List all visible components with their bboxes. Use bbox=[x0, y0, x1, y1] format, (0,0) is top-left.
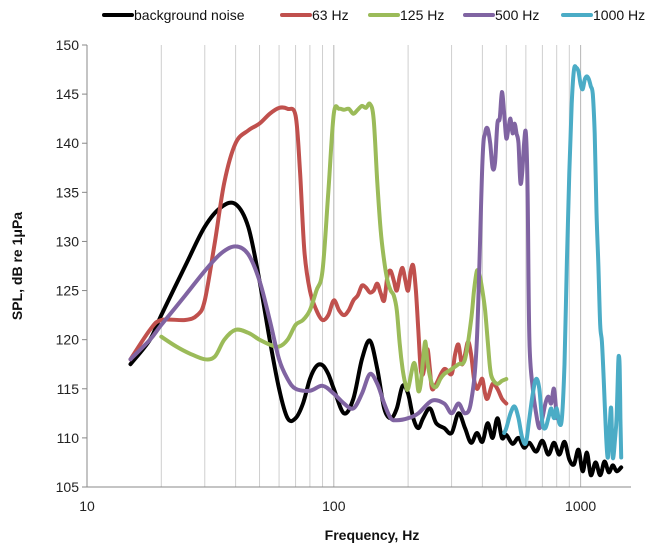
series-line-125-hz bbox=[159, 101, 509, 394]
y-tick-label: 145 bbox=[56, 86, 80, 102]
legend-label: 500 Hz bbox=[495, 7, 539, 23]
y-tick-label: 110 bbox=[57, 430, 80, 446]
y-tick-label: 115 bbox=[57, 381, 80, 397]
y-tick-label: 150 bbox=[56, 37, 80, 53]
y-tick-label: 135 bbox=[56, 184, 80, 200]
series-line-1000-hz bbox=[502, 64, 624, 461]
series-line-63-hz bbox=[128, 105, 509, 406]
series-line-500-hz bbox=[128, 90, 559, 431]
gridlines bbox=[86, 45, 582, 487]
series-line-background-noise bbox=[128, 200, 624, 478]
series-lines bbox=[128, 64, 624, 478]
legend-label: 1000 Hz bbox=[593, 7, 645, 23]
x-tick-label: 10 bbox=[79, 498, 95, 514]
x-tick-label: 100 bbox=[322, 498, 346, 514]
legend: background noise 63 Hz 125 Hz 500 Hz 1000 Hz bbox=[102, 7, 645, 23]
legend-label: background noise bbox=[134, 7, 245, 23]
x-axis-title: Frequency, Hz bbox=[325, 527, 420, 543]
y-tick-labels: 105 110 115 120 125 130 135 140 145 150 bbox=[56, 37, 87, 495]
x-tick-label: 1000 bbox=[565, 498, 596, 514]
y-tick-label: 125 bbox=[56, 283, 80, 299]
y-tick-label: 105 bbox=[56, 479, 80, 495]
legend-label: 125 Hz bbox=[400, 7, 444, 23]
legend-label: 63 Hz bbox=[312, 7, 349, 23]
y-axis-title: SPL, dB re 1μPa bbox=[9, 212, 25, 320]
x-tick-labels: 10 100 1000 bbox=[79, 498, 596, 514]
y-tick-label: 130 bbox=[56, 233, 80, 249]
y-tick-label: 140 bbox=[56, 135, 80, 151]
y-tick-label: 120 bbox=[56, 332, 80, 348]
